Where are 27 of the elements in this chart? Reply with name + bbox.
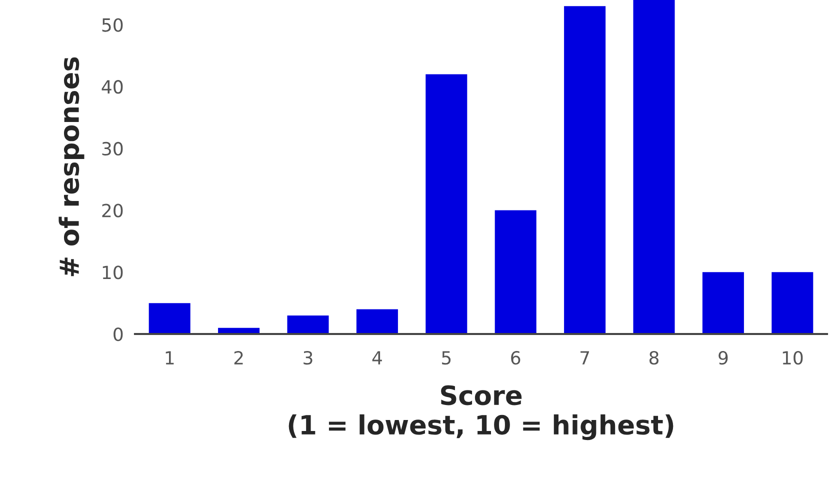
y-axis-title: # of responses (58, 57, 84, 276)
y-tick-label: 10 (102, 266, 123, 280)
x-axis-title: Score (1 = lowest, 10 = highest) (288, 385, 674, 440)
y-tick-label: 30 (102, 142, 123, 156)
x-tick-label: 10 (782, 350, 803, 365)
bar (494, 210, 536, 334)
y-tick-label: 50 (102, 18, 123, 32)
x-tick-label: 5 (442, 351, 451, 365)
y-tick-label: 40 (102, 80, 123, 94)
y-tick-label: 0 (114, 327, 123, 342)
x-tick-label: 3 (304, 350, 312, 365)
bar (564, 6, 606, 334)
bar (702, 272, 744, 334)
x-tick-label: 9 (718, 350, 728, 365)
bar (148, 303, 190, 334)
y-tick-label: 20 (102, 204, 123, 218)
bar (356, 309, 398, 334)
bar (772, 272, 814, 334)
x-tick-label: 4 (372, 351, 382, 364)
x-tick-label: 8 (649, 350, 659, 365)
x-tick-label: 1 (166, 351, 174, 364)
x-tick-label: 6 (511, 350, 520, 365)
bar (426, 74, 468, 334)
bar (633, 0, 675, 334)
bar (287, 315, 329, 334)
x-tick-label: 2 (234, 350, 243, 364)
x-tick-label: 7 (580, 351, 589, 364)
